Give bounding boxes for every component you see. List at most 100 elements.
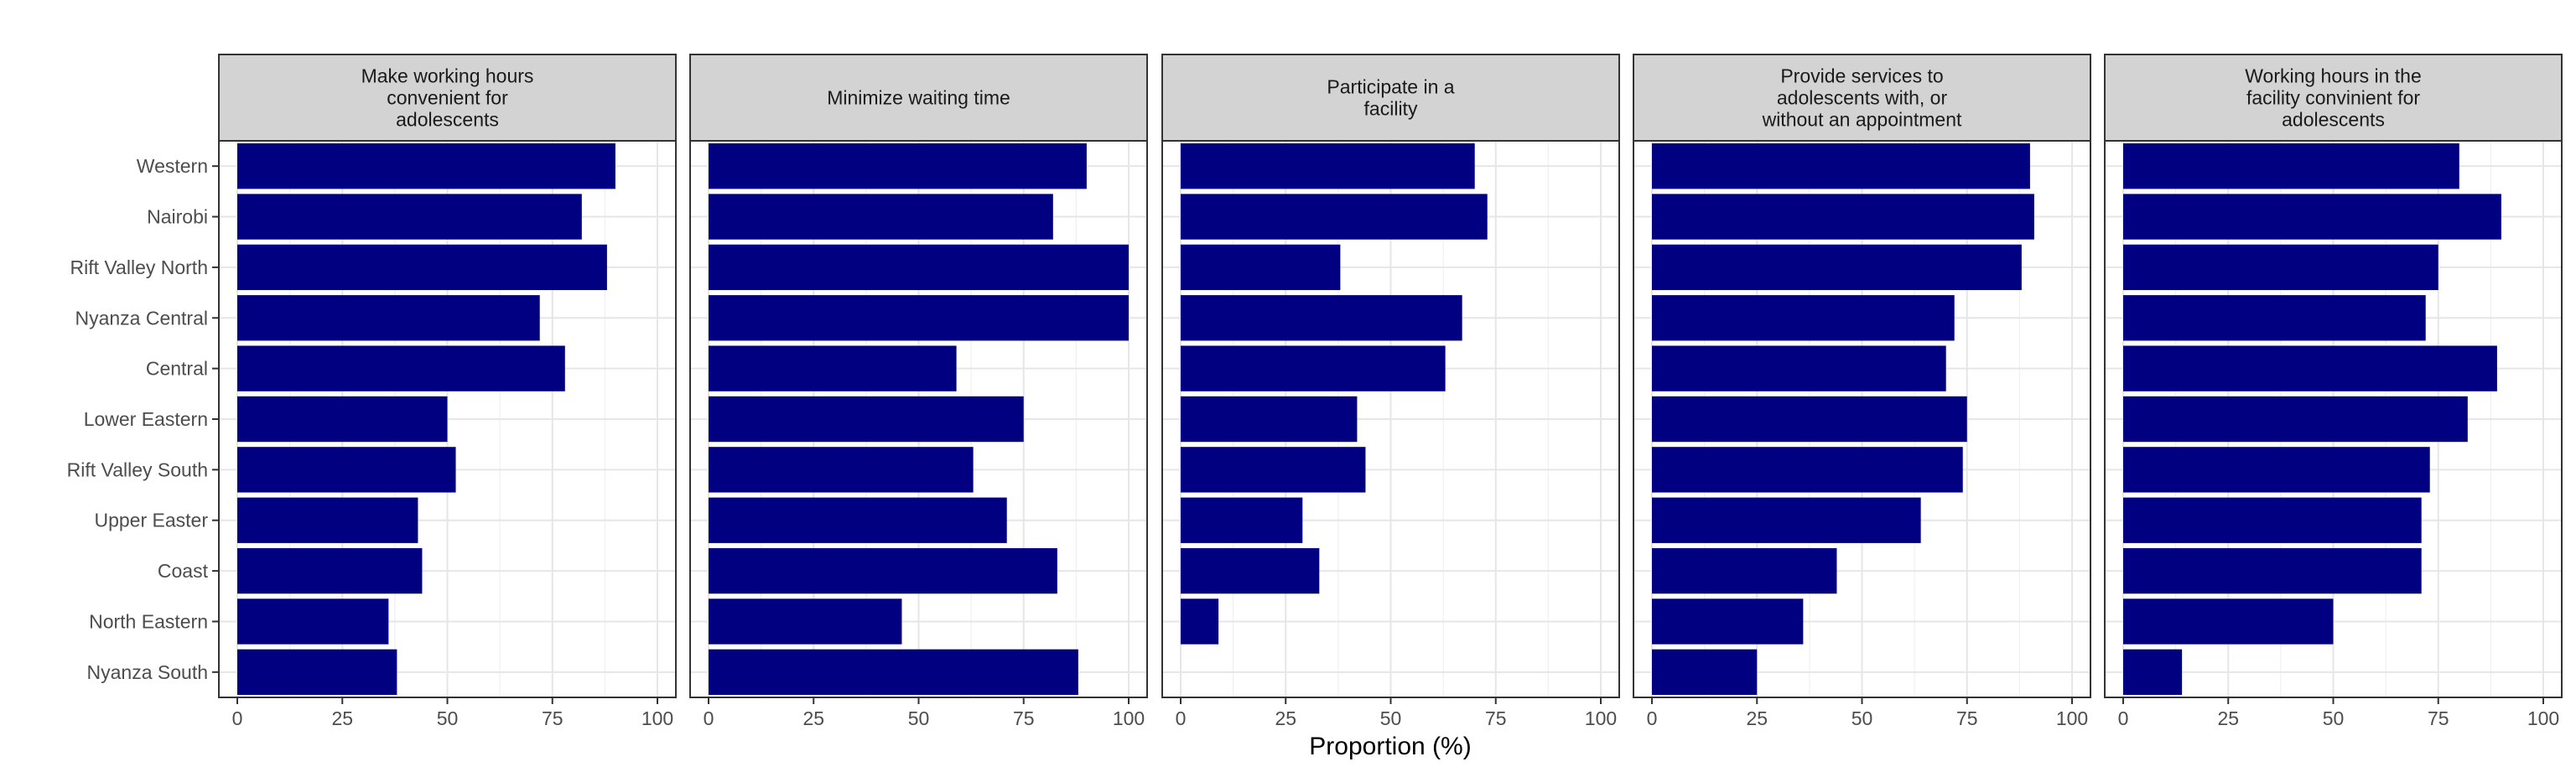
bar [237,194,582,240]
bar [2123,649,2183,695]
x-tick-label: 100 [641,707,673,729]
y-tick-label: Lower Eastern [84,408,208,430]
bar [2123,598,2334,645]
facet-title-line: Make working hours [361,65,534,87]
facet-title-line: adolescents [396,109,499,131]
y-tick-label: Nyanza South [87,661,208,683]
facet-title-line: facility [1364,98,1418,120]
facet-strip [1633,54,2091,142]
y-tick-label: Western [137,155,208,177]
facet-title-line: convenient for [387,87,508,109]
bar [1181,447,1366,493]
bar [2123,447,2430,493]
bar [709,497,1007,543]
x-tick-label: 0 [1176,707,1187,729]
bar [709,194,1053,240]
bar [709,447,974,493]
bar [237,345,565,391]
bar [709,345,957,391]
x-tick-label: 0 [2118,707,2129,729]
bar [237,497,418,543]
x-tick-label: 0 [1647,707,1658,729]
bar [1652,598,1804,645]
bar [1181,598,1219,645]
facet-title-line: facility convinient for [2246,87,2420,109]
x-tick-label: 0 [704,707,714,729]
y-tick-label: Upper Easter [94,510,208,531]
x-tick-label: 25 [802,707,824,729]
bar [1181,345,1446,391]
bar [709,143,1087,189]
x-axis-title: Proportion (%) [1309,733,1471,760]
facet-strip [2104,54,2563,142]
bar [2123,345,2497,391]
bar [237,649,397,695]
x-tick-label: 75 [1013,707,1035,729]
bar [1652,396,1967,443]
bar [1652,295,1955,341]
x-tick-label: 100 [1113,707,1145,729]
x-tick-label: 25 [331,707,353,729]
facet-title-line: Participate in a [1327,76,1454,98]
x-tick-label: 100 [2527,707,2559,729]
bar [1652,497,1921,543]
x-tick-label: 50 [437,707,459,729]
facet-title-line: Working hours in the [2245,65,2422,87]
x-tick-label: 100 [1585,707,1617,729]
x-tick-label: 25 [2217,707,2239,729]
bar [2123,547,2422,594]
bar [1181,143,1475,189]
bar [237,547,423,594]
x-tick-label: 75 [542,707,564,729]
facet-strip [1161,54,1620,142]
bar [1652,547,1837,594]
y-tick-label: Rift Valley South [67,459,208,480]
bar [2123,396,2468,443]
x-tick-label: 50 [1380,707,1402,729]
bar [1181,244,1341,291]
x-tick-label: 100 [2056,707,2088,729]
bar [2123,295,2426,341]
bar [2123,143,2459,189]
bar [1181,396,1358,443]
bar [1652,649,1758,695]
y-tick-label: Nairobi [147,206,208,228]
y-tick-label: Rift Valley North [70,256,208,278]
bar [709,547,1057,594]
facet-title-line: Minimize waiting time [827,87,1010,109]
bar [237,244,607,291]
bar [2123,497,2422,543]
x-tick-label: 25 [1746,707,1768,729]
facet-title-line: adolescents with, or [1777,87,1948,109]
facet-strip [218,54,677,142]
bar [709,244,1129,291]
bar [237,143,615,189]
x-tick-label: 0 [232,707,243,729]
bar [1181,497,1303,543]
bar [1181,547,1320,594]
bar [709,598,902,645]
y-tick-label: North Eastern [89,610,208,632]
facet-title-line: without an appointment [1762,109,1962,131]
bar [237,447,456,493]
bar [1652,345,1946,391]
bar [1652,194,2034,240]
bar [1652,447,1963,493]
x-tick-label: 75 [1485,707,1507,729]
bar [237,295,540,341]
bar [709,396,1024,443]
x-tick-label: 50 [908,707,930,729]
facet-title-line: adolescents [2282,109,2385,131]
bar [1652,244,2022,291]
y-tick-label: Coast [158,560,209,582]
facet-panel: Minimize waiting time 0 25 50 75 100 [689,54,1148,729]
bar [1181,194,1488,240]
bar [1181,295,1462,341]
bar [237,598,389,645]
x-tick-label: 75 [2428,707,2449,729]
bar [1652,143,2030,189]
x-tick-label: 25 [1275,707,1296,729]
facet-title-line: Provide services to [1780,65,1943,87]
